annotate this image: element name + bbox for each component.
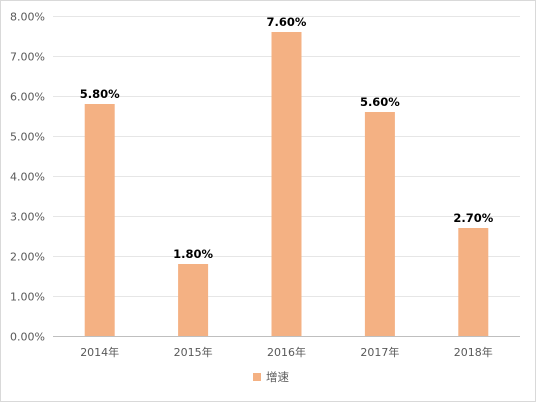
data-label: 5.60% xyxy=(360,95,400,109)
x-tick-label: 2018年 xyxy=(454,345,493,359)
y-tick-label: 1.00% xyxy=(10,291,45,304)
legend-label: 增速 xyxy=(266,370,289,384)
bar xyxy=(271,32,302,336)
bar xyxy=(84,104,115,336)
data-label: 7.60% xyxy=(267,15,307,29)
bar xyxy=(178,264,209,336)
y-tick-label: 7.00% xyxy=(10,51,45,64)
x-tick-label: 2017年 xyxy=(360,345,399,359)
legend-swatch xyxy=(253,373,261,381)
x-tick-label: 2014年 xyxy=(80,345,119,359)
x-tick-label: 2016年 xyxy=(267,345,306,359)
data-label: 2.70% xyxy=(453,211,493,225)
y-tick-label: 6.00% xyxy=(10,91,45,104)
x-tick-label: 2015年 xyxy=(174,345,213,359)
y-tick-label: 5.00% xyxy=(10,131,45,144)
y-tick-label: 8.00% xyxy=(10,11,45,24)
bar xyxy=(364,112,395,336)
y-tick-label: 0.00% xyxy=(10,331,45,344)
y-tick-label: 4.00% xyxy=(10,171,45,184)
y-tick-label: 2.00% xyxy=(10,251,45,264)
data-label: 1.80% xyxy=(173,247,213,261)
y-tick-label: 3.00% xyxy=(10,211,45,224)
data-label: 5.80% xyxy=(80,87,120,101)
bar xyxy=(458,228,489,336)
